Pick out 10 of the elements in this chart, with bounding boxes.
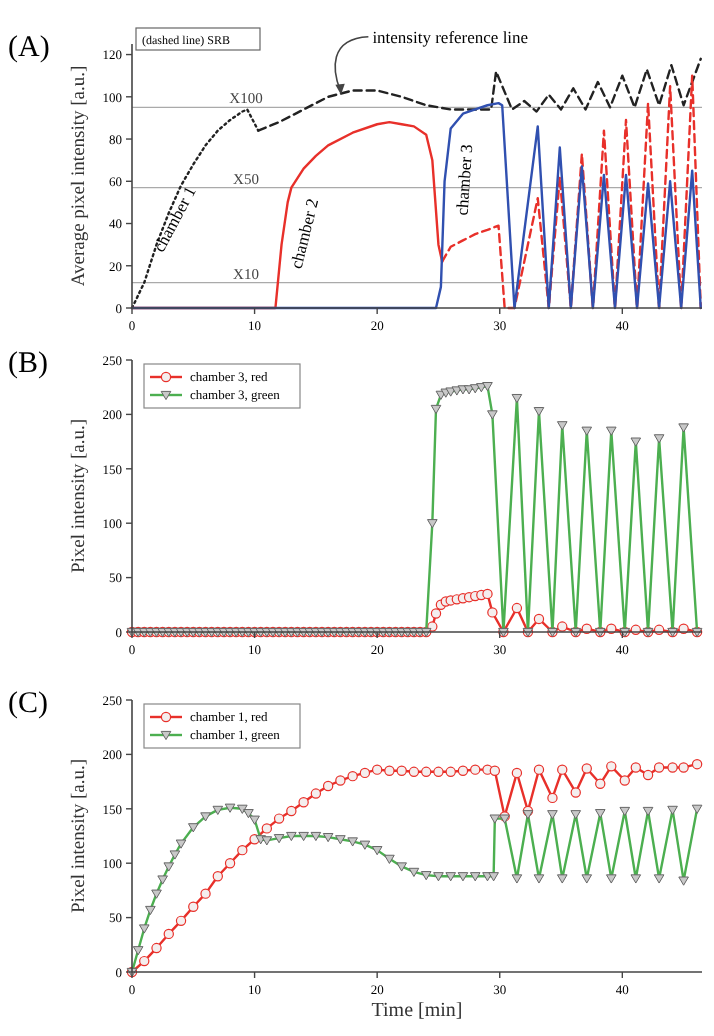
annotation: chamber 2	[285, 196, 323, 271]
chart-title: (A)	[8, 32, 50, 64]
x-axis-title: Time [min]	[371, 1000, 463, 1022]
y-axis-title: Pixel intensity [a.u.]	[70, 758, 90, 914]
y-axis-title: Average pixel intensity [a.u.]	[70, 65, 90, 287]
y-axis-title: Pixel intensity [a.u.]	[70, 418, 90, 574]
chart-title: (B)	[8, 348, 48, 380]
annotation: intensity reference line	[372, 26, 529, 47]
annotation: chamber 3	[451, 143, 477, 217]
chart-title: (C)	[8, 688, 48, 720]
